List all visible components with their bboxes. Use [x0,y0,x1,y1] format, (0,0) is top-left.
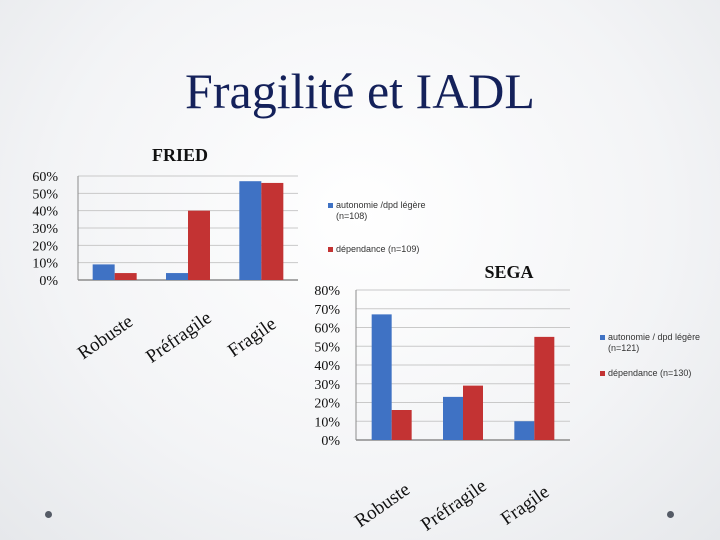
legend-swatch [328,203,333,208]
y-tick-label: 10% [314,415,340,430]
bar-autonomie-préfragile [443,396,463,440]
y-tick-label: 30% [32,222,58,237]
category-label: Préfragile [417,475,490,535]
y-tick-label: 30% [314,378,340,393]
y-tick-label: 50% [314,340,340,355]
chart-title: FRIED [152,145,208,165]
bar-dependance-préfragile [463,385,483,440]
nav-prev-dot[interactable] [45,511,52,518]
bar-dependance-fragile [534,336,555,440]
y-tick-label: 20% [314,397,340,412]
y-tick-label: 0% [321,434,340,449]
legend-label: dépendance (n=109) [336,244,419,254]
bar-dependance-robuste [391,410,412,440]
bar-dependance-robuste [114,273,137,280]
nav-next-dot[interactable] [667,511,674,518]
chart-title: SEGA [484,262,533,282]
bar-dependance-préfragile [188,210,210,280]
category-label: Robuste [74,311,137,364]
legend-swatch [328,247,333,252]
bar-autonomie-robuste [371,314,392,440]
y-tick-label: 80% [314,284,340,299]
legend-label: dépendance (n=130) [608,368,691,378]
legend-label: autonomie /dpd légère [336,200,426,210]
y-tick-label: 40% [314,359,340,374]
category-label: Fragile [497,481,553,529]
legend-label: autonomie / dpd légère [608,332,700,342]
bar-autonomie-fragile [239,181,262,280]
bar-dependance-fragile [261,182,284,280]
category-label: Robuste [351,479,414,532]
bar-autonomie-fragile [514,421,535,440]
y-tick-label: 10% [32,257,58,272]
y-tick-label: 40% [32,205,58,220]
y-tick-label: 60% [32,170,58,185]
slide-title: Fragilité et IADL [185,63,535,119]
y-tick-label: 60% [314,322,340,337]
bar-autonomie-préfragile [166,273,188,280]
category-label: Préfragile [142,307,215,367]
y-tick-label: 20% [32,239,58,254]
y-tick-label: 0% [39,274,58,289]
legend-label-line2: (n=121) [608,343,639,353]
bar-autonomie-robuste [92,264,115,280]
y-tick-label: 70% [314,303,340,318]
legend-swatch [600,371,605,376]
legend-swatch [600,335,605,340]
legend-label-line2: (n=108) [336,211,367,221]
category-label: Fragile [224,313,280,361]
y-tick-label: 50% [32,187,58,202]
